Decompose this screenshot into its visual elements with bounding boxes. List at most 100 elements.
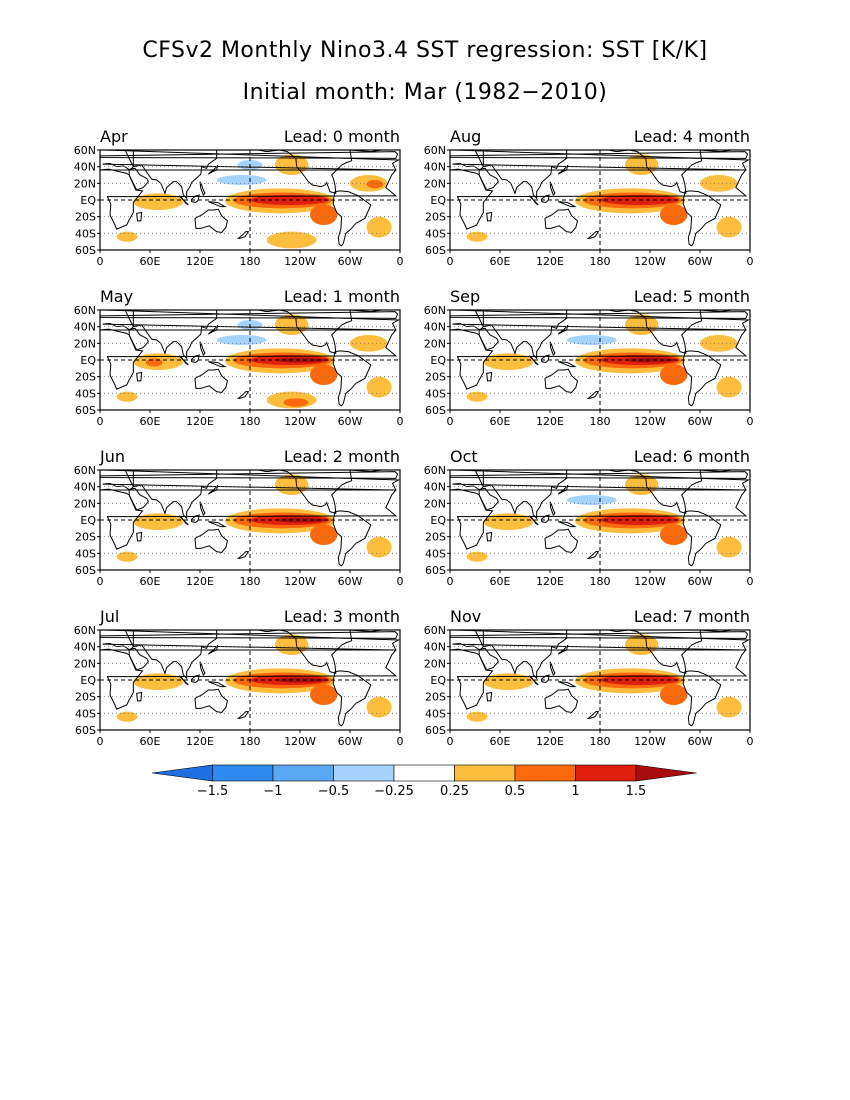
lon-tick-label: 0 — [97, 575, 104, 588]
colorbar-label: 1 — [571, 784, 579, 799]
coastline — [586, 551, 600, 559]
colorbar-label: −0.5 — [318, 784, 350, 799]
colorbar-label: 0.25 — [440, 784, 469, 799]
panel-month-label: Jul — [99, 607, 119, 626]
coastline — [194, 208, 229, 234]
lat-tick-label: 40S — [75, 387, 96, 400]
colorbar-segment — [454, 764, 516, 782]
coastline — [128, 487, 149, 511]
lon-tick-label: 60E — [140, 575, 161, 588]
sst-anomaly-shading — [466, 711, 488, 722]
coastline — [128, 647, 149, 671]
panel-lead-label: Lead: 5 month — [634, 287, 750, 306]
coastline — [558, 201, 577, 208]
figure-subtitle: Initial month: Mar (1982−2010) — [242, 80, 608, 105]
lat-tick-label: 60N — [424, 464, 446, 477]
lon-tick-label: 60W — [688, 415, 713, 428]
coastline — [208, 681, 227, 688]
coastline — [132, 630, 218, 680]
coastline — [178, 515, 189, 526]
lon-tick-label: 0 — [447, 415, 454, 428]
sst-anomaly-shading — [483, 673, 534, 691]
lat-tick-label: 60N — [424, 144, 446, 157]
coastline — [258, 630, 353, 675]
colorbar-label: 1.5 — [626, 784, 647, 799]
sst-anomaly-shading — [660, 684, 688, 705]
coastline — [486, 531, 493, 542]
sst-anomaly-shading — [275, 634, 309, 655]
sst-anomaly-shading — [116, 711, 138, 722]
lat-tick-label: 20N — [424, 337, 446, 350]
coastline — [557, 484, 569, 495]
lat-tick-label: EQ — [430, 354, 446, 367]
lat-tick-label: 60N — [74, 144, 96, 157]
coastline — [608, 470, 703, 515]
coastline — [450, 311, 749, 319]
coastline — [482, 310, 568, 360]
coastline — [586, 231, 600, 239]
coastline — [207, 324, 219, 335]
coastline — [682, 510, 722, 567]
lon-tick-label: 120E — [186, 255, 214, 268]
lat-tick-label: 60S — [425, 724, 446, 737]
panel-lead-label: Lead: 7 month — [634, 607, 750, 626]
coastline — [558, 521, 577, 528]
lat-tick-label: EQ — [430, 194, 446, 207]
coastline — [236, 711, 250, 719]
lon-tick-label: 120W — [634, 415, 666, 428]
lat-tick-label: EQ — [80, 514, 96, 527]
lat-tick-label: 40S — [75, 547, 96, 560]
lat-tick-label: EQ — [80, 354, 96, 367]
sst-anomaly-shading — [275, 154, 309, 175]
lat-tick-label: 60S — [75, 404, 96, 417]
lon-tick-label: 60W — [338, 255, 363, 268]
sst-anomaly-shading — [133, 513, 184, 531]
lon-tick-label: 120E — [536, 735, 564, 748]
lon-tick-label: 120W — [284, 735, 316, 748]
colorbar-segment — [272, 764, 334, 782]
sst-anomaly-shading — [625, 154, 659, 175]
lon-tick-label: 0 — [447, 575, 454, 588]
coastline — [549, 181, 556, 196]
coastline — [549, 501, 556, 516]
lon-tick-label: 120W — [284, 255, 316, 268]
lat-tick-label: 40S — [425, 707, 446, 720]
lat-tick-label: 60N — [74, 304, 96, 317]
coastline — [682, 190, 722, 247]
coastline — [482, 470, 568, 520]
coastline — [450, 631, 749, 639]
colorbar: −1.5 −1 −0.5 −0.25 0.25 0.5 1 1.5 — [151, 764, 697, 799]
lon-tick-label: 60E — [490, 575, 511, 588]
coastline — [236, 551, 250, 559]
colorbar-segment — [151, 764, 213, 782]
panel-month-label: Nov — [450, 607, 481, 626]
coastline — [199, 181, 206, 196]
lon-tick-label: 0 — [97, 415, 104, 428]
lat-tick-label: 60S — [425, 244, 446, 257]
lat-tick-label: 20S — [425, 691, 446, 704]
lon-tick-label: 60E — [140, 255, 161, 268]
lat-tick-label: 20N — [424, 177, 446, 190]
lon-tick-label: 120W — [284, 575, 316, 588]
lon-tick-label: 0 — [97, 255, 104, 268]
coastline — [586, 711, 600, 719]
lon-tick-label: 120W — [634, 735, 666, 748]
coastline — [608, 630, 703, 675]
colorbar-segment — [393, 764, 455, 782]
lon-tick-label: 60W — [688, 735, 713, 748]
coastline — [132, 310, 218, 360]
lat-tick-label: 40S — [425, 387, 446, 400]
colorbar-label: 0.5 — [505, 784, 526, 799]
lat-tick-label: 40N — [424, 161, 446, 174]
lat-tick-label: 40N — [74, 641, 96, 654]
sst-anomaly-shading — [366, 216, 392, 238]
coastline — [132, 150, 218, 200]
coastline — [452, 630, 750, 651]
lon-tick-label: 60E — [140, 415, 161, 428]
lat-tick-label: 60S — [425, 564, 446, 577]
sst-anomaly-shading — [283, 398, 309, 407]
lat-tick-label: 40S — [75, 707, 96, 720]
lon-tick-label: 180 — [590, 415, 611, 428]
lat-tick-label: 40N — [424, 641, 446, 654]
